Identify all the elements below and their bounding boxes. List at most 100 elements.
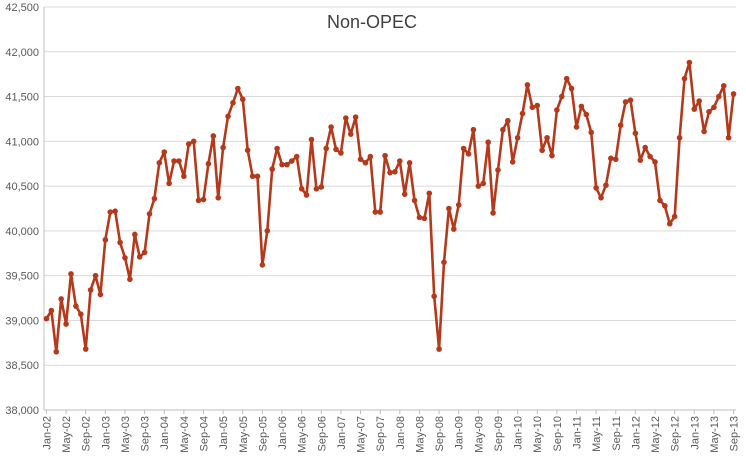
data-point xyxy=(720,83,727,89)
data-point xyxy=(171,158,177,164)
data-point xyxy=(210,133,217,139)
x-tick-label: Jan-05 xyxy=(218,416,230,450)
data-point xyxy=(524,82,531,88)
data-point xyxy=(583,111,590,118)
data-point xyxy=(298,185,305,192)
data-point xyxy=(254,173,261,180)
data-point xyxy=(225,113,231,120)
data-point xyxy=(691,106,698,112)
data-point xyxy=(343,115,349,121)
data-point xyxy=(490,210,496,216)
x-tick-label: Jan-09 xyxy=(454,416,466,450)
x-tick-label: May-11 xyxy=(591,416,603,452)
data-point xyxy=(500,126,506,133)
data-point xyxy=(485,139,491,146)
data-point xyxy=(612,156,619,163)
data-point xyxy=(504,117,511,124)
data-point xyxy=(220,144,226,151)
data-point xyxy=(166,180,172,187)
data-point xyxy=(730,91,737,97)
data-point xyxy=(666,220,673,227)
data-point xyxy=(593,185,599,191)
data-point xyxy=(63,321,69,327)
data-point xyxy=(230,100,236,106)
data-point xyxy=(441,259,447,266)
x-tick-label: Sep-07 xyxy=(375,416,387,451)
data-point xyxy=(416,214,423,221)
data-point xyxy=(185,141,192,147)
data-point xyxy=(244,147,251,154)
x-tick-label: May-12 xyxy=(650,416,662,453)
data-point xyxy=(696,98,702,104)
data-point xyxy=(195,197,202,204)
data-point xyxy=(78,311,84,317)
data-point xyxy=(529,104,536,111)
data-point xyxy=(397,158,403,164)
data-point xyxy=(421,215,428,222)
data-point xyxy=(372,209,379,215)
y-tick-label: 42,000 xyxy=(5,47,39,59)
data-point xyxy=(657,197,663,204)
data-point xyxy=(156,160,163,166)
data-point xyxy=(637,157,644,163)
x-tick-label: May-05 xyxy=(238,416,250,453)
data-point xyxy=(642,144,649,151)
data-point xyxy=(259,262,266,268)
data-point xyxy=(239,96,246,103)
data-point xyxy=(686,59,693,66)
x-tick-label: Jan-04 xyxy=(159,416,171,450)
data-point xyxy=(269,166,276,172)
data-point xyxy=(215,194,222,201)
data-point xyxy=(382,152,388,159)
data-point xyxy=(377,209,383,215)
data-point xyxy=(563,75,570,82)
data-point xyxy=(205,160,212,167)
x-tick-label: May-02 xyxy=(61,416,73,453)
data-point xyxy=(293,153,300,160)
data-point xyxy=(87,287,94,293)
data-point xyxy=(127,276,133,283)
data-point xyxy=(141,249,148,256)
data-point xyxy=(652,159,658,165)
x-tick-label: May-06 xyxy=(297,416,309,453)
data-point xyxy=(92,272,99,279)
y-tick-label: 41,000 xyxy=(5,136,39,148)
data-point xyxy=(411,197,418,204)
data-point xyxy=(181,173,187,180)
data-point xyxy=(357,156,364,163)
data-point xyxy=(48,307,55,314)
x-tick-label: May-04 xyxy=(179,416,191,453)
data-point xyxy=(43,315,50,322)
data-point xyxy=(338,150,344,156)
x-tick-label: Jan-11 xyxy=(571,416,583,449)
data-point xyxy=(426,190,433,197)
data-point xyxy=(608,155,614,162)
data-point xyxy=(279,161,285,168)
x-tick-label: Jan-08 xyxy=(395,416,407,450)
data-point xyxy=(200,196,207,203)
x-tick-label: Jan-12 xyxy=(630,416,642,450)
y-tick-label: 38,000 xyxy=(5,405,39,417)
data-point xyxy=(716,93,722,100)
data-point xyxy=(146,211,153,217)
data-point xyxy=(725,134,732,141)
data-point xyxy=(401,191,408,197)
gridlines xyxy=(44,6,736,411)
x-tick-label: May-10 xyxy=(532,416,544,453)
x-axis-ticks: Jan-02 May-02 Sep-02 Jan-03 May-03 Sep-03 Jan-… xyxy=(41,416,740,453)
data-point xyxy=(598,194,604,201)
x-tick-label: May-09 xyxy=(473,416,485,453)
data-point xyxy=(480,180,487,187)
series-group xyxy=(43,59,737,355)
data-point xyxy=(549,152,555,159)
y-tick-label: 39,500 xyxy=(5,271,39,283)
data-point xyxy=(446,205,452,212)
x-tick-label: Jan-03 xyxy=(100,416,112,450)
data-point xyxy=(352,114,359,120)
data-point xyxy=(249,173,256,180)
data-point xyxy=(558,93,565,100)
data-point xyxy=(662,203,668,209)
data-point xyxy=(117,239,123,246)
data-point xyxy=(235,85,241,92)
